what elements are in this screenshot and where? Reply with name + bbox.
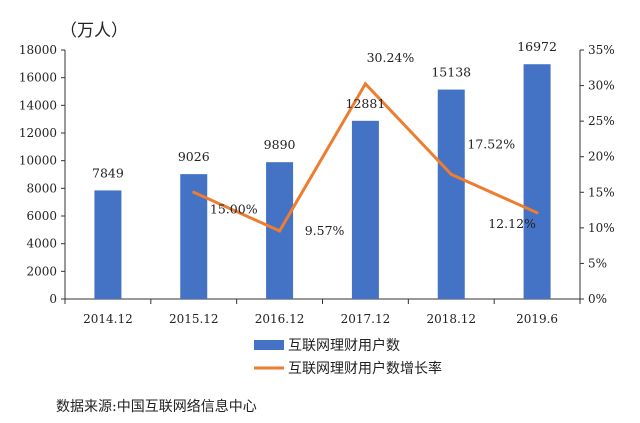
- line-data-label: 12.12%: [488, 216, 536, 231]
- bar-data-label: 9890: [264, 137, 296, 152]
- x-tick-label: 2017.12: [341, 312, 391, 326]
- right-tick-label: 25%: [588, 114, 615, 128]
- right-tick-label: 30%: [588, 79, 615, 93]
- x-tick-label: 2015.12: [169, 312, 219, 326]
- source-note: 数据来源:中国互联网络信息中心: [56, 398, 257, 415]
- line-data-label: 17.52%: [467, 136, 515, 151]
- bar-data-label: 9026: [178, 149, 210, 164]
- bar: [351, 120, 379, 299]
- legend-label-bar: 互联网理财用户数: [288, 337, 400, 354]
- bar-data-label: 15138: [431, 65, 471, 80]
- right-tick-label: 35%: [588, 43, 615, 57]
- left-axis-unit: （万人）: [60, 21, 128, 41]
- line-data-label: 15.00%: [210, 201, 258, 216]
- line-point: [192, 190, 196, 194]
- left-tick-label: 2000: [26, 264, 57, 278]
- left-tick-label: 14000: [19, 98, 57, 112]
- left-tick-label: 18000: [19, 43, 57, 57]
- line-point: [535, 211, 539, 215]
- x-tick-label: 2016.12: [255, 312, 305, 326]
- legend-swatch-bar: [254, 340, 284, 350]
- legend: 互联网理财用户数 互联网理财用户数增长率: [254, 337, 442, 377]
- right-tick-label: 5%: [588, 256, 607, 270]
- line-point: [278, 229, 282, 233]
- line-point: [449, 172, 453, 176]
- left-tick-label: 0: [49, 292, 57, 306]
- bar-data-label: 7849: [92, 165, 124, 180]
- line-data-label: 30.24%: [367, 50, 415, 65]
- bar: [437, 89, 465, 299]
- bar-data-label: 12881: [346, 96, 386, 111]
- x-tick-label: 2014.12: [83, 312, 133, 326]
- right-tick-label: 15%: [588, 185, 615, 199]
- bar-data-label: 16972: [517, 39, 557, 54]
- line-data-label: 9.57%: [305, 223, 345, 238]
- left-tick-label: 10000: [19, 154, 57, 168]
- x-tick-label: 2019.6: [516, 312, 558, 326]
- right-tick-label: 10%: [588, 221, 615, 235]
- left-tick-label: 6000: [26, 209, 57, 223]
- left-tick-label: 12000: [19, 126, 57, 140]
- right-tick-label: 20%: [588, 150, 615, 164]
- right-tick-label: 0%: [588, 292, 607, 306]
- bar: [94, 190, 122, 299]
- bar: [523, 64, 551, 299]
- x-tick-label: 2018.12: [426, 312, 476, 326]
- left-tick-label: 4000: [26, 237, 57, 251]
- left-tick-label: 8000: [26, 181, 57, 195]
- left-tick-label: 16000: [19, 71, 57, 85]
- line-point: [363, 82, 367, 86]
- legend-label-line: 互联网理财用户数增长率: [288, 360, 442, 377]
